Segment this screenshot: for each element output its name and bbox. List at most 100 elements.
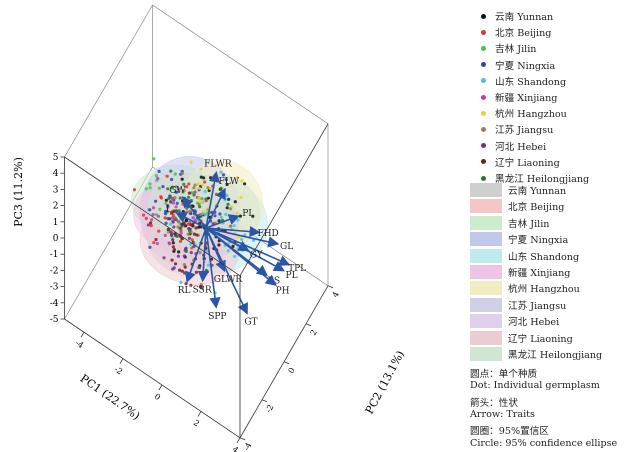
data-point [221,173,226,177]
legend-ellipse-item: 杭州 Hangzhou [470,281,580,296]
data-point [150,218,154,222]
data-point [195,233,199,237]
legend-swatch-icon [470,199,502,214]
data-point [185,210,189,214]
y-tick-label: 4 [331,290,341,299]
trait-arrow [175,212,207,229]
data-point [178,239,183,243]
legend-note: 圆圈：95%置信区 [470,426,549,438]
data-point [200,197,204,201]
data-point [180,171,185,175]
y-tick-label: -2 [264,403,276,414]
data-point [175,234,179,238]
y-tick-label: 2 [309,328,319,337]
data-point [165,174,169,178]
x-tick-label: -4 [74,338,86,350]
data-point [188,220,192,224]
data-point [174,209,178,214]
x-tick [236,437,241,444]
data-point [157,169,161,173]
data-point [189,223,193,227]
data-point [187,182,191,186]
data-point [182,254,186,258]
data-point [243,182,247,186]
data-point [190,238,194,242]
data-point [167,241,171,245]
data-point [176,187,180,191]
data-point [152,241,156,245]
legend-dot-item: 河北 Hebei [470,139,546,153]
data-point [169,233,173,237]
x-axis-label: PC1 (22.7%) [78,372,143,423]
data-point [236,235,240,239]
z-axis-label: PC3 (11.2%) [12,157,25,227]
data-point [170,185,174,189]
data-point [152,157,156,161]
data-point [217,243,221,247]
legend-swatch-icon [470,297,502,312]
y-tick [327,285,334,289]
legend-dot-icon [481,13,486,19]
data-point [144,187,148,191]
data-point [219,170,223,174]
data-point [157,186,161,190]
legend-dot-label: 云南 Yunnan [495,12,554,23]
trait-label: TPL [288,264,306,274]
data-point [240,179,244,183]
data-point [225,206,229,210]
data-point [166,204,170,208]
data-point [201,209,206,213]
data-point [193,190,197,194]
z-tick-label: -3 [50,283,59,293]
data-point [252,238,256,242]
data-point [204,268,208,273]
legend-dot-icon [481,143,486,149]
z-tick-label: 1 [53,218,59,228]
data-point [236,247,240,251]
legend-dot-item: 辽宁 Liaoning [470,155,560,169]
x-tick [197,411,202,417]
z-tick-label: -4 [50,299,59,309]
data-point [198,205,202,209]
data-point [146,223,150,227]
data-point [151,212,155,217]
legend-swatch-icon [470,265,502,279]
data-point [182,182,186,186]
y-tick [283,361,290,365]
data-point [163,212,168,216]
data-point [197,196,201,200]
data-point [192,193,196,197]
data-point [217,219,221,223]
legend-dot-item: 云南 Yunnan [470,9,553,23]
box-edge [64,4,153,158]
legend-dot-icon [481,94,486,100]
legend-dot-label: 杭州 Hangzhou [495,109,567,121]
box-edge [64,318,241,439]
x-tick-label: 4 [231,445,240,452]
data-point [173,172,177,176]
data-point [164,209,168,213]
data-point [132,188,136,192]
legend-dot-icon [481,126,486,132]
legend-ellipse-item: 吉林 Jilin [470,215,549,230]
legend-dot-icon [481,45,486,51]
data-point [187,195,191,199]
trait-arrow [205,187,226,229]
legend-ellipse-item: 云南 Yunnan [470,183,566,197]
z-tick-label: -1 [50,250,59,260]
data-point [189,251,193,255]
data-point [182,189,186,193]
data-point [235,211,239,215]
data-point [225,193,229,197]
legend-swatch-icon [470,330,502,345]
data-point [167,197,171,201]
data-point [223,198,227,202]
legend-note: 箭头：性状 [470,397,518,409]
legend-dot-icon [481,175,486,181]
box-edge [152,4,329,125]
data-point [197,225,201,229]
legend-swatch-icon [470,183,502,197]
data-point [224,212,228,216]
data-point [197,186,201,190]
